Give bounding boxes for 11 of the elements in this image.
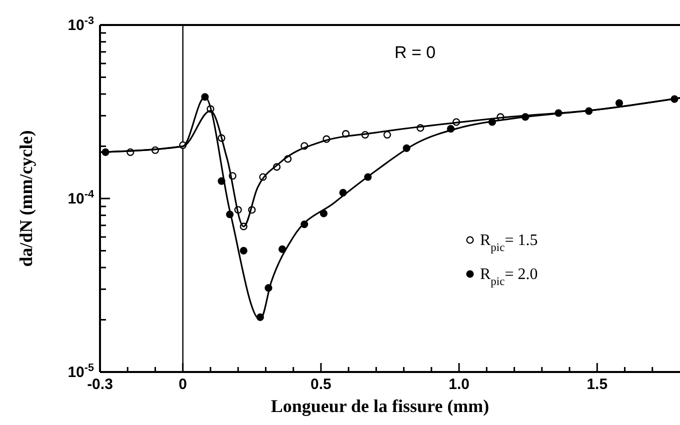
annotation: R = 0 [394,43,436,62]
x-tick-label: 1.5 [586,376,608,393]
x-tick-label: 0.5 [310,376,332,393]
x-axis-title: Longueur de la fissure (mm) [270,396,490,416]
legend-label: R$_{pic}$= 1.5 [480,232,538,254]
y-tick-label: 10$^{-3}$ [68,15,94,34]
x-tick-label: 0 [178,376,188,393]
legend-label: R$_{pic}$= 2.0 [480,266,538,288]
y-axis-title: da/dN (mm/cycle) [16,130,36,267]
y-tick-label: 10$^{-4}$ [68,188,94,208]
x-tick-label: 1.0 [448,376,470,393]
